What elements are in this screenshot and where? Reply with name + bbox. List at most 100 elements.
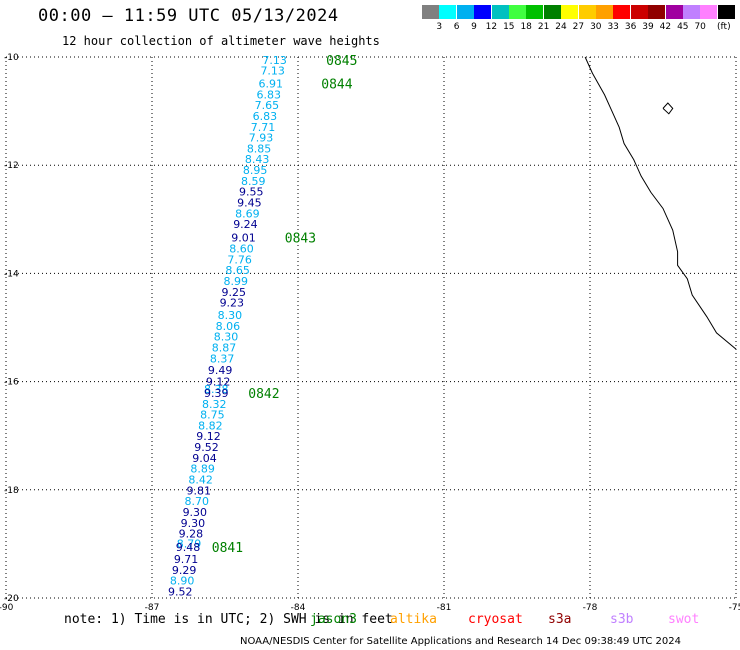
wave-height-value: 9.04	[192, 452, 217, 465]
wave-height-value: 6.83	[253, 110, 278, 123]
legend-label: 6	[453, 22, 460, 32]
wave-height-value: 9.71	[174, 553, 199, 566]
pass-time-label: 0843	[285, 232, 316, 247]
wave-height-value: 8.87	[212, 342, 237, 355]
x-tick-label: -75	[729, 603, 740, 613]
legend-label: 33	[607, 22, 619, 32]
x-tick-label: -84	[291, 603, 306, 613]
wave-height-value: 8.69	[235, 207, 260, 220]
x-tick-label: -90	[0, 603, 14, 613]
wave-height-value: 9.45	[237, 197, 262, 210]
wave-height-value: 9.49	[208, 364, 233, 377]
wave-height-value: 9.25	[222, 286, 247, 299]
legend-swatch	[665, 5, 683, 19]
coastline-path	[584, 56, 737, 350]
mission-name: cryosat	[468, 612, 523, 627]
legend-label: 39	[642, 22, 654, 32]
legend-label: 24	[555, 22, 567, 32]
mission-name: jason3	[310, 612, 357, 627]
legend-swatch	[561, 5, 579, 19]
mission-name: s3b	[610, 612, 634, 627]
wave-height-value: 8.82	[198, 419, 223, 432]
wave-height-value: 8.79	[177, 537, 202, 550]
legend-unit: (ft)	[717, 22, 731, 32]
x-tick-label: -87	[145, 603, 160, 613]
legend-label: 3	[436, 22, 443, 32]
legend-swatch	[526, 5, 544, 19]
wave-height-value: 8.30	[218, 309, 243, 322]
wave-height-value: 9.29	[172, 564, 197, 577]
wave-height-value: 7.76	[227, 253, 252, 266]
wave-height-value: 8.75	[200, 409, 225, 422]
wave-height-value: 8.30	[214, 331, 239, 344]
wave-height-value: 8.32	[202, 398, 227, 411]
wave-height-value: 7.13	[260, 65, 285, 78]
wave-height-value: 8.85	[247, 142, 272, 155]
legend-swatch	[439, 5, 457, 19]
wave-height-value: 8.38	[204, 383, 229, 396]
mission-name: swot	[668, 612, 700, 627]
pass-time-label: 0844	[321, 78, 352, 93]
wave-height-value: 9.30	[181, 517, 206, 530]
legend-swatch	[456, 5, 474, 19]
wave-height-value: 9.30	[183, 506, 208, 519]
legend-swatch	[683, 5, 700, 19]
wave-height-value: 8.99	[223, 275, 248, 288]
wave-height-value: 9.52	[168, 586, 193, 599]
legend-label: 18	[520, 22, 532, 32]
legend-swatch	[717, 5, 735, 19]
wave-height-value: 6.91	[258, 78, 283, 91]
legend-swatch	[422, 5, 439, 19]
legend-label: 36	[624, 22, 637, 32]
wave-height-value: 8.65	[225, 264, 250, 277]
wave-height-value: 8.70	[185, 495, 210, 508]
legend-label: 30	[590, 22, 602, 32]
x-tick-label: -78	[583, 603, 598, 613]
y-tick-label: -12	[4, 161, 19, 171]
wave-height-value: 8.95	[243, 164, 268, 177]
wave-height-value: 7.13	[262, 54, 287, 67]
pass-time-label: 0842	[248, 387, 279, 402]
wave-height-value: 9.48	[176, 541, 201, 554]
pass-time-label: 0845	[326, 54, 357, 69]
page-title: 00:00 – 11:59 UTC 05/13/2024	[38, 6, 339, 26]
mission-name: s3a	[548, 612, 572, 627]
island-outline	[662, 102, 674, 115]
wave-height-value: 7.93	[249, 132, 274, 145]
legend-label: 9	[471, 22, 477, 32]
legend-swatch	[509, 5, 526, 19]
wave-height-value: 9.01	[231, 232, 256, 245]
x-tick-label: -81	[437, 603, 452, 613]
page-subtitle: 12 hour collection of altimeter wave hei…	[62, 34, 380, 48]
legend-swatch	[543, 5, 561, 19]
wave-height-value: 8.06	[216, 320, 241, 333]
wave-height-value: 9.24	[233, 218, 258, 231]
y-tick-label: -14	[4, 269, 19, 279]
wave-height-value: 7.71	[251, 121, 276, 134]
wave-height-value: 9.39	[204, 387, 229, 400]
wave-height-value: 9.23	[220, 297, 245, 310]
axis-ticks: -90 -87 -84 -81 -78 -75 -10 -12 -14 -16 -18 -20	[0, 53, 740, 613]
y-tick-label: -20	[4, 594, 19, 604]
wave-height-value: 6.83	[257, 88, 282, 101]
legend-swatch	[613, 5, 631, 19]
wave-height-value: 9.28	[179, 528, 204, 541]
wave-height-value: 9.81	[186, 484, 211, 497]
wave-height-value: 9.52	[194, 441, 219, 454]
legend-label: 12	[485, 22, 498, 32]
wave-height-value: 8.42	[188, 474, 213, 487]
wave-height-points: 7.137.136.916.837.656.837.717.938.858.43…	[168, 54, 287, 598]
wave-height-value: 9.55	[239, 186, 264, 199]
wave-height-value: 8.90	[170, 575, 195, 588]
legend-swatch	[630, 5, 648, 19]
wave-height-value: 8.43	[245, 153, 270, 166]
pass-time-label: 0841	[212, 541, 243, 556]
legend-label: 15	[503, 22, 515, 32]
wave-height-value: 9.12	[196, 430, 221, 443]
legend-label: 27	[572, 22, 585, 32]
wave-height-value: 8.60	[229, 243, 254, 256]
footer-note: note: 1) Time is in UTC; 2) SWH is in fe…	[64, 612, 393, 627]
legend-swatch	[596, 5, 613, 19]
map-grid	[5, 56, 737, 599]
